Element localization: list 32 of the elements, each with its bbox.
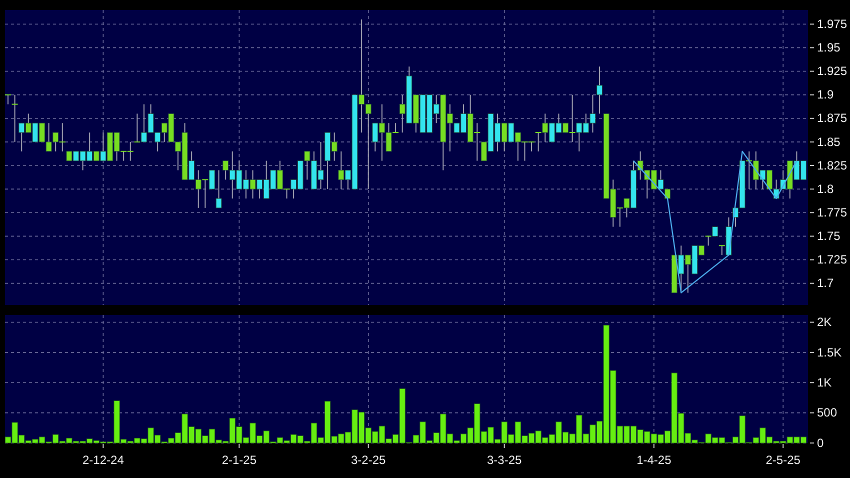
y-tick-label: 500 [817, 406, 838, 420]
y-tick-label: 1.875 [817, 111, 848, 126]
y-tick-label: 1.975 [817, 16, 848, 31]
candlestick [216, 170, 222, 208]
y-tick-label: 1.75 [817, 229, 841, 244]
y-tick-label: 1.9 [817, 88, 834, 102]
candlestick [596, 66, 602, 114]
candlestick [712, 226, 718, 236]
candlestick [4, 94, 12, 105]
y-tick-label: 1K [817, 375, 832, 390]
x-tick-label: 1-4-25 [636, 453, 672, 468]
y-tick-label: 1.85 [817, 134, 841, 149]
candlestick [704, 236, 712, 246]
y-tick-label: 1.925 [817, 64, 848, 78]
x-tick-label: 3-3-25 [486, 453, 522, 468]
candlestick [11, 94, 18, 142]
y-tick-label: 1.775 [817, 205, 848, 220]
candlestick [209, 170, 215, 190]
x-tick-label: 2-12-24 [82, 453, 124, 468]
y-tick-label: 1.7 [817, 276, 834, 290]
y-tick-label: 2K [817, 315, 832, 330]
y-tick-label: 1.725 [817, 252, 848, 267]
y-tick-label: 1.825 [817, 158, 848, 172]
y-tick-label: 1.8 [817, 182, 834, 196]
y-tick-label: 1.5K [817, 345, 842, 360]
x-tick-label: 3-2-25 [351, 453, 386, 468]
x-tick-label: 2-5-25 [766, 453, 801, 468]
candlestick [718, 245, 726, 256]
candlestick [134, 113, 141, 142]
y-tick-label: 1.95 [817, 40, 841, 55]
x-tick-label: 2-1-25 [222, 453, 257, 468]
y-tick-label: 0 [817, 436, 824, 450]
